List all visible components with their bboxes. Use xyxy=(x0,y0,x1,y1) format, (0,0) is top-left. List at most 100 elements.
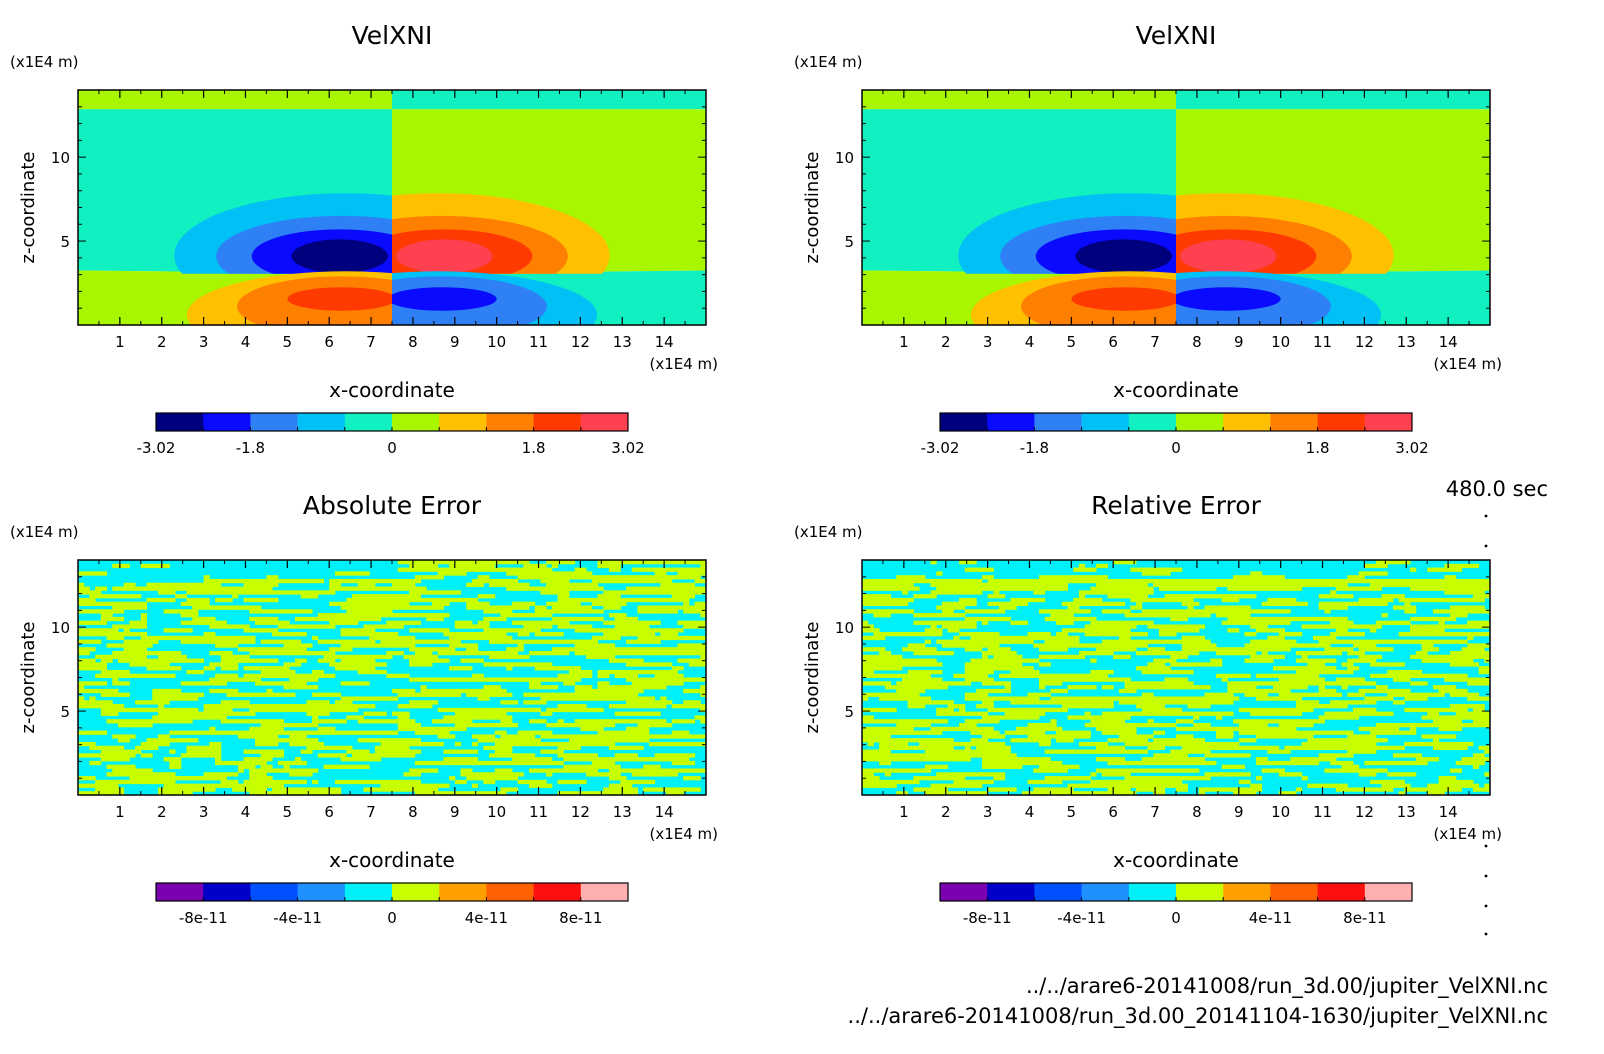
noise-cell xyxy=(272,783,285,788)
noise-cell xyxy=(976,582,1000,588)
noise-cell xyxy=(1101,711,1120,716)
noise-cell xyxy=(249,658,279,663)
noise-cell xyxy=(392,597,410,603)
noise-cell xyxy=(135,700,165,705)
noise-cell xyxy=(312,779,319,785)
noise-cell xyxy=(215,753,222,758)
noise-cell xyxy=(397,715,410,720)
noise-cell xyxy=(660,582,696,588)
noise-cell xyxy=(924,639,932,644)
noise-cell xyxy=(186,597,210,603)
heatmap-field xyxy=(862,90,1490,325)
noise-cell xyxy=(466,601,473,606)
noise-cell xyxy=(163,757,182,762)
noise-cell xyxy=(568,669,593,675)
noise-cell xyxy=(1141,711,1148,716)
noise-cell xyxy=(631,685,661,690)
noise-cell xyxy=(1455,658,1474,663)
noise-cell xyxy=(1193,586,1200,591)
noise-cell xyxy=(374,669,387,675)
noise-cell xyxy=(953,673,989,678)
noise-cell xyxy=(1290,696,1303,701)
noise-cell xyxy=(574,628,604,633)
noise-cell xyxy=(374,597,393,603)
noise-cell xyxy=(352,616,382,622)
noise-cell xyxy=(1364,696,1394,701)
noise-cell xyxy=(374,696,399,701)
noise-cell xyxy=(386,741,410,747)
noise-cell xyxy=(369,643,382,648)
noise-cell xyxy=(78,632,90,637)
noise-cell xyxy=(987,594,1006,599)
noise-cell xyxy=(249,760,267,766)
noise-cell xyxy=(489,578,519,584)
noise-cell xyxy=(392,688,416,694)
noise-cell xyxy=(1267,578,1280,584)
noise-cell xyxy=(129,662,142,667)
noise-cell xyxy=(89,632,113,637)
noise-cell xyxy=(1318,594,1354,599)
noise-cell xyxy=(1415,578,1451,584)
noise-cell xyxy=(112,719,148,724)
noise-cell xyxy=(431,719,456,724)
noise-cell xyxy=(901,586,909,591)
noise-cell xyxy=(1204,745,1217,751)
noise-cell xyxy=(631,620,650,625)
noise-cell xyxy=(964,639,977,644)
x-tick-label: 13 xyxy=(1397,803,1416,821)
noise-cell xyxy=(1307,757,1337,762)
colorbar-swatch xyxy=(1128,883,1177,901)
noise-cell xyxy=(78,639,102,644)
noise-cell xyxy=(631,681,656,686)
noise-cell xyxy=(489,582,501,588)
noise-cell xyxy=(529,730,553,735)
noise-cell xyxy=(237,730,245,735)
noise-cell xyxy=(568,601,581,606)
noise-cell xyxy=(489,707,513,713)
noise-cell xyxy=(1250,711,1268,716)
noise-cell xyxy=(924,628,943,633)
noise-cell xyxy=(603,654,616,660)
noise-cell xyxy=(534,575,570,580)
noise-cell xyxy=(936,700,954,705)
chart-title: Relative Error xyxy=(1091,491,1261,520)
file-path-2: ../../arare6-20141008/run_3d.00_20141104… xyxy=(848,1004,1548,1029)
noise-cell xyxy=(95,586,108,591)
noise-cell xyxy=(1392,677,1405,682)
noise-cell xyxy=(369,632,399,637)
x-tick-label: 2 xyxy=(157,803,167,821)
x-tick-label: 11 xyxy=(529,803,548,821)
noise-cell xyxy=(123,628,130,633)
noise-cell xyxy=(483,628,496,633)
noise-cell xyxy=(626,628,650,633)
noise-cell xyxy=(254,734,279,739)
colorbar-swatch xyxy=(486,883,534,901)
noise-cell xyxy=(454,741,462,747)
noise-cell xyxy=(1067,715,1080,720)
colorbar-swatch xyxy=(580,883,629,901)
noise-cell xyxy=(654,650,690,656)
noise-cell xyxy=(1387,745,1405,751)
noise-cell xyxy=(597,681,610,686)
noise-cell xyxy=(901,647,937,652)
noise-cell xyxy=(237,734,256,739)
noise-cell xyxy=(936,650,954,656)
noise-cell xyxy=(426,616,444,622)
noise-cell xyxy=(1318,715,1343,720)
noise-cell xyxy=(135,707,170,713)
x-axis-label: x-coordinate xyxy=(1113,848,1239,872)
noise-cell xyxy=(403,787,439,792)
noise-cell xyxy=(1267,749,1291,754)
noise-cell xyxy=(1273,685,1308,690)
noise-cell xyxy=(483,707,490,713)
noise-cell xyxy=(654,700,673,705)
noise-cell xyxy=(1352,643,1377,648)
noise-cell xyxy=(386,719,416,724)
x-tick-label: 8 xyxy=(408,333,418,351)
noise-cell xyxy=(1255,673,1285,678)
noise-cell xyxy=(1238,779,1251,785)
noise-cell xyxy=(78,685,85,690)
noise-cell xyxy=(483,779,496,785)
noise-cell xyxy=(964,578,983,584)
noise-cell xyxy=(1238,722,1246,728)
